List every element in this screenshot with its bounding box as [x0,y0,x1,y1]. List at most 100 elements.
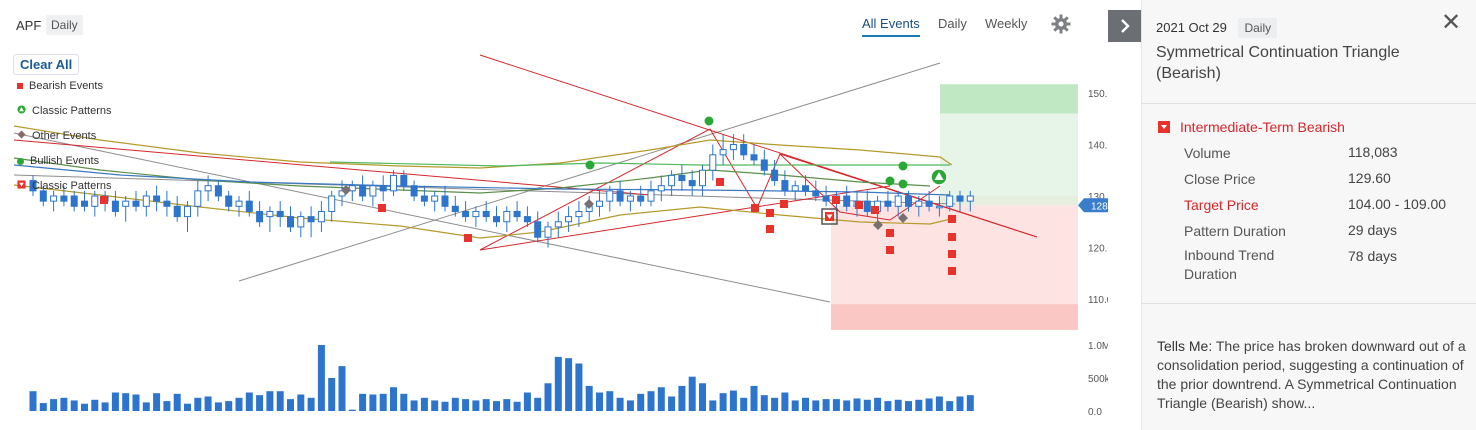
other-event-marker [341,185,351,195]
candle-body [122,200,130,207]
volume-bar [935,396,943,411]
candle-body [307,216,315,223]
pattern-duration-label: Pattern Duration [1184,223,1286,239]
price-axis-tick: 120.00 [1088,244,1108,255]
moving-average-mid [13,164,951,196]
legend-item-classic-patterns-bearish[interactable]: Classic Patterns [17,180,111,192]
volume-bar [894,399,902,411]
trendline-mid [13,174,956,205]
candle-body [266,210,274,218]
symbol-label: APF [16,18,42,33]
volume-bar [884,401,892,411]
bearish-event-marker [100,196,108,204]
candle-body [915,200,923,207]
volume-bar [173,393,181,411]
red-square-icon [17,83,23,89]
volume-bar [874,397,882,411]
current-price-tag [1078,198,1108,213]
frequency-chip[interactable]: Daily [46,15,83,35]
green-dot-icon [17,157,24,165]
candle-body [812,190,820,197]
volume-bar [657,387,665,411]
collapse-panel-button[interactable] [1108,10,1141,42]
legend-item-bearish-events[interactable]: Bearish Events [17,80,103,92]
candle-body [534,221,542,238]
target-price-label: Target Price [1184,197,1259,213]
panel-divider [1141,103,1476,104]
tab-all-events[interactable]: All Events [862,16,920,37]
gray-diamond-icon [17,130,26,142]
tells-me-body: The price has broken downward out of a c… [1157,338,1466,411]
trendline-upper-channel [238,62,941,282]
candle-body [565,216,573,223]
candle-body [956,195,964,202]
volume-bar [843,400,851,411]
legend-item-classic-patterns-bullish[interactable]: Classic Patterns [17,105,111,117]
bearish-indicator-icon [1158,121,1170,133]
bearish-event-marker [832,196,840,204]
price-chart[interactable]: 150.00 140.00 130.00 120.00 110.00 1.0M 500k 0.… [0,0,1108,430]
volume-bar [400,393,408,411]
event-type: Intermediate-Term Bearish [1158,119,1345,135]
volume-bar [719,393,727,411]
candle-body [29,180,37,192]
volume-bar [802,397,809,411]
volume-bar [81,403,88,411]
candle-body [544,226,552,238]
bearish-event-marker [948,267,956,275]
volume-bar [781,392,789,411]
legend-item-other-events[interactable]: Other Events [17,130,96,142]
candle-body [678,174,686,182]
candle-body [802,185,809,192]
volume-bar [822,399,830,411]
candle-body [750,154,758,161]
candle-body [204,185,212,192]
volume-bar [317,345,325,411]
candle-body [276,210,284,218]
other-event-marker [873,220,883,230]
volume-bar [585,385,593,411]
candle-body [493,216,500,223]
volume-bar [503,399,511,411]
price-axis-tick: 110.00 [1088,295,1108,306]
tab-daily[interactable]: Daily [938,16,967,31]
clear-all-button[interactable]: Clear All [13,54,80,75]
other-event-marker [898,213,908,223]
bearish-event-marker [378,204,386,212]
volume-bar [482,399,490,411]
volume-bar [812,400,820,411]
close-icon[interactable]: ✕ [1441,9,1462,36]
legend-label: Bullish Events [30,155,100,167]
candle-body [523,216,531,223]
volume-bar [565,358,573,411]
candle-body [410,185,418,197]
candle-body [554,221,562,228]
chevron-right-icon [1120,19,1130,33]
gear-icon[interactable] [1051,14,1071,34]
candle-body [39,190,47,202]
legend-item-bullish-events[interactable]: Bullish Events [17,155,99,167]
candle-body [771,169,779,182]
volume-axis-tick: 1.0M [1088,341,1108,352]
candle-body [256,210,264,223]
volume-bar [184,403,191,411]
candle-body [70,195,78,207]
candle-body [647,190,655,202]
bearish-target-price-zone [831,304,1078,330]
volume-value: 118,083 [1348,144,1398,160]
bullish-event-marker [885,176,895,186]
bearish-event-marker [751,204,759,212]
bullish-event-marker [898,161,908,171]
candle-body [863,200,871,212]
tab-weekly[interactable]: Weekly [985,16,1028,31]
candle-body [966,195,974,202]
up-triangle-icon [934,172,944,180]
candle-body [781,180,789,192]
volume-bar [523,392,531,411]
candle-body [606,190,614,202]
volume-bar [194,397,202,411]
volume-bar [245,392,253,411]
volume-bar [132,394,140,411]
volume-bar [616,397,624,411]
bearish-event-marker [948,250,956,258]
